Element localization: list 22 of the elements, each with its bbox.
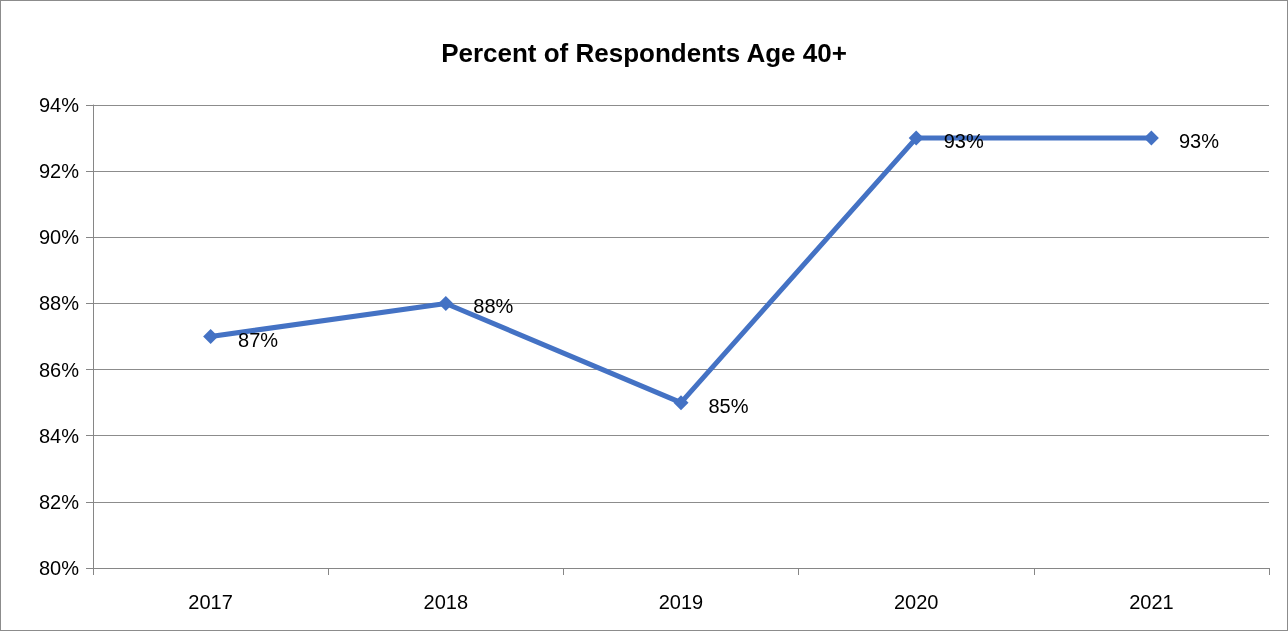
x-tick-label: 2020	[893, 591, 939, 613]
data-label: 93%	[1178, 130, 1220, 153]
y-tick-label: 80%	[38, 557, 80, 579]
x-tick-label: 2017	[188, 591, 233, 613]
point	[203, 329, 219, 344]
y-tick-label: 86%	[38, 358, 80, 381]
point	[438, 295, 454, 311]
y-tick-label: 94%	[38, 94, 80, 116]
data-label: 87%	[238, 328, 279, 351]
y-tick-label: 82%	[38, 490, 80, 513]
y-tick-label: 84%	[38, 424, 80, 447]
y-tick-label: 88%	[38, 292, 80, 315]
data-label: 88%	[473, 295, 514, 318]
point	[673, 395, 689, 411]
chart-title: Percent of Respondents Age 40+	[441, 38, 847, 68]
x-tick-label: 2021	[1129, 591, 1174, 613]
y-tick-label: 90%	[38, 226, 80, 249]
y-tick-label: 92%	[38, 160, 80, 183]
point	[908, 130, 924, 146]
x-tick-label: 2019	[658, 591, 704, 613]
x-tick-label: 2018	[423, 591, 469, 613]
data-label: 85%	[708, 394, 749, 417]
